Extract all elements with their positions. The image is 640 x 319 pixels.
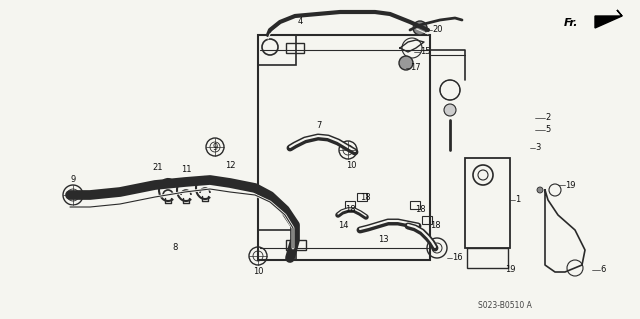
Bar: [258, 230, 296, 260]
Text: 18: 18: [345, 205, 356, 214]
Text: 10: 10: [253, 268, 263, 277]
Text: 16: 16: [452, 254, 463, 263]
Text: 19: 19: [565, 181, 575, 189]
Text: 4: 4: [298, 18, 303, 26]
Text: 9: 9: [70, 175, 76, 184]
Text: 19: 19: [505, 265, 515, 275]
Text: 13: 13: [378, 235, 388, 244]
Text: 10: 10: [346, 160, 356, 169]
Text: 18: 18: [415, 205, 426, 214]
Text: 12: 12: [225, 160, 236, 169]
Text: 7: 7: [316, 121, 321, 130]
Bar: [357, 193, 367, 201]
Circle shape: [537, 187, 543, 193]
Text: 9: 9: [212, 144, 218, 152]
Bar: [410, 201, 420, 209]
Text: S023-B0510 A: S023-B0510 A: [478, 300, 532, 309]
Text: 17: 17: [410, 63, 420, 72]
Text: 2: 2: [545, 114, 550, 122]
Bar: [258, 35, 430, 260]
Text: 18: 18: [360, 194, 371, 203]
Text: 3: 3: [535, 144, 540, 152]
Circle shape: [413, 21, 427, 35]
Circle shape: [444, 104, 456, 116]
Circle shape: [399, 56, 413, 70]
Text: 5: 5: [545, 125, 550, 135]
Text: 20: 20: [432, 26, 442, 34]
Text: 11: 11: [180, 166, 191, 174]
Text: 8: 8: [172, 243, 178, 253]
Bar: [422, 216, 432, 224]
Text: 14: 14: [338, 221, 349, 231]
Text: Fr.: Fr.: [563, 18, 578, 28]
Text: 15: 15: [420, 48, 431, 56]
Bar: [258, 35, 296, 65]
Bar: [467, 248, 508, 268]
Text: 18: 18: [430, 220, 440, 229]
Text: 1: 1: [515, 196, 520, 204]
Bar: [345, 201, 355, 209]
Bar: [286, 240, 306, 250]
Bar: [465, 158, 510, 248]
Bar: [286, 43, 304, 53]
Polygon shape: [595, 10, 622, 28]
Text: 6: 6: [600, 265, 605, 275]
Text: 21: 21: [152, 164, 163, 173]
